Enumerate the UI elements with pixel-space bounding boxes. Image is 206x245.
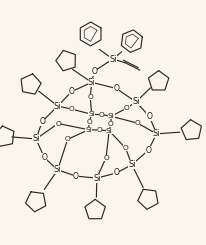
Text: O: O: [86, 119, 92, 125]
Text: Si: Si: [108, 113, 115, 119]
Text: Si: Si: [32, 135, 40, 144]
Text: O: O: [55, 121, 61, 126]
Text: O: O: [99, 112, 104, 118]
Text: O: O: [114, 84, 119, 93]
Text: Si: Si: [93, 174, 101, 183]
Text: Si: Si: [106, 128, 112, 134]
Text: O: O: [123, 145, 129, 151]
Text: Si: Si: [153, 129, 160, 138]
Text: Si: Si: [85, 127, 92, 133]
Text: Si: Si: [132, 98, 140, 106]
Text: O: O: [41, 153, 47, 162]
Text: Si: Si: [128, 160, 136, 169]
Text: Si: Si: [109, 55, 117, 63]
Text: O: O: [124, 105, 130, 111]
Text: Si: Si: [54, 165, 61, 174]
Text: O: O: [69, 106, 75, 112]
Text: O: O: [39, 117, 45, 126]
Text: O: O: [145, 146, 151, 155]
Text: Si: Si: [54, 101, 61, 110]
Text: O: O: [114, 169, 119, 177]
Text: O: O: [73, 172, 79, 181]
Text: O: O: [97, 127, 102, 133]
Text: O: O: [91, 66, 97, 75]
Text: O: O: [135, 120, 140, 126]
Text: O: O: [65, 136, 70, 142]
Text: O: O: [146, 112, 152, 121]
Text: O: O: [108, 121, 114, 127]
Text: O: O: [87, 94, 93, 100]
Text: Si: Si: [88, 111, 95, 117]
Text: O: O: [103, 155, 109, 160]
Text: O: O: [69, 87, 75, 96]
Text: Si: Si: [88, 78, 95, 87]
